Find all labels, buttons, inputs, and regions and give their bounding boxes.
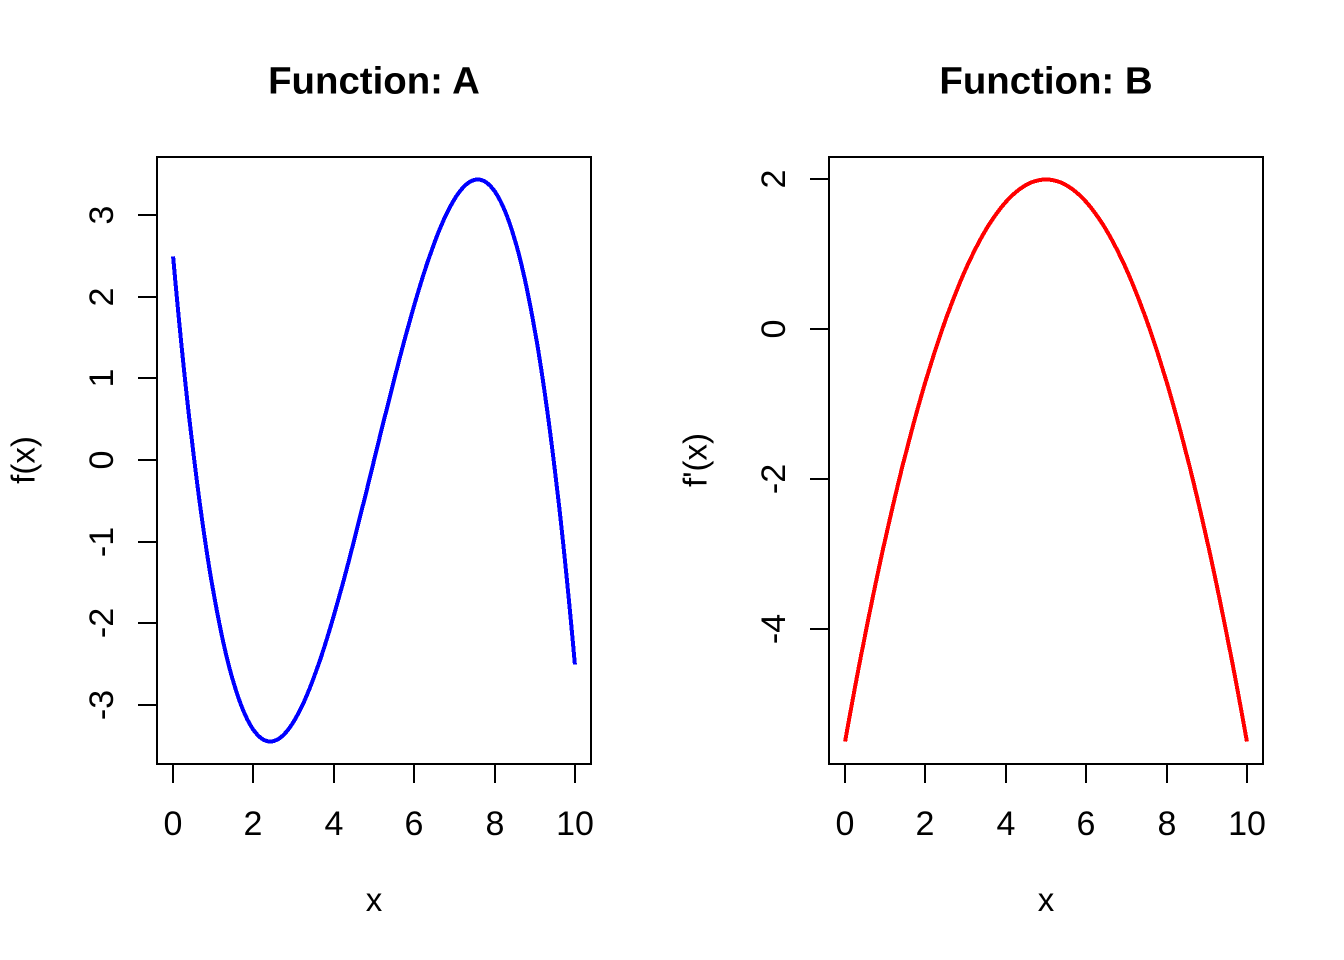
svg-text:1: 1: [83, 369, 121, 388]
svg-text:2: 2: [755, 170, 793, 189]
svg-text:f'(x): f'(x): [677, 433, 714, 487]
svg-text:x: x: [1038, 881, 1055, 918]
svg-text:8: 8: [1158, 805, 1177, 843]
svg-text:-2: -2: [755, 464, 793, 494]
svg-text:6: 6: [405, 805, 424, 843]
svg-text:0: 0: [755, 320, 793, 339]
svg-text:3: 3: [83, 206, 121, 225]
svg-text:-4: -4: [755, 614, 793, 644]
svg-text:-1: -1: [83, 527, 121, 557]
svg-text:-2: -2: [83, 608, 121, 638]
svg-text:0: 0: [164, 805, 183, 843]
svg-text:2: 2: [244, 805, 263, 843]
svg-text:8: 8: [486, 805, 505, 843]
svg-text:2: 2: [916, 805, 935, 843]
svg-text:0: 0: [836, 805, 855, 843]
svg-text:10: 10: [1228, 805, 1266, 843]
svg-text:-3: -3: [83, 690, 121, 720]
svg-text:6: 6: [1077, 805, 1096, 843]
svg-text:Function: B: Function: B: [939, 60, 1152, 103]
svg-text:2: 2: [83, 288, 121, 307]
svg-text:0: 0: [83, 451, 121, 470]
svg-text:10: 10: [556, 805, 594, 843]
svg-text:Function: A: Function: A: [268, 60, 480, 103]
svg-text:4: 4: [325, 805, 344, 843]
svg-text:x: x: [366, 881, 383, 918]
svg-text:f(x): f(x): [5, 436, 42, 484]
svg-text:4: 4: [997, 805, 1016, 843]
